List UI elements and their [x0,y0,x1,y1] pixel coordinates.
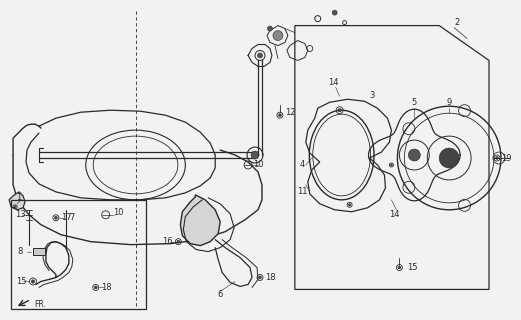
Text: 15: 15 [407,263,418,272]
Circle shape [251,151,259,159]
Circle shape [54,216,57,219]
Text: 8: 8 [17,247,22,256]
Text: 12: 12 [285,108,295,117]
Circle shape [273,31,283,41]
Text: 16: 16 [163,237,173,246]
Circle shape [257,53,263,58]
Text: 9: 9 [446,98,452,107]
Text: 11: 11 [297,188,307,196]
Bar [33,248,45,255]
Text: 18: 18 [101,283,111,292]
Text: 4: 4 [300,160,305,170]
Text: 15: 15 [16,277,27,286]
Text: 1: 1 [16,193,21,202]
Text: 19: 19 [501,154,512,163]
Text: 10: 10 [113,208,123,217]
Circle shape [398,266,401,269]
Circle shape [267,26,272,31]
Circle shape [94,286,97,289]
Circle shape [31,280,35,283]
Text: 2: 2 [454,18,460,27]
Text: FR.: FR. [34,300,46,309]
Text: 6: 6 [217,290,223,299]
Circle shape [338,108,341,112]
Text: 3: 3 [369,91,375,100]
Text: 13: 13 [15,210,26,219]
Circle shape [258,276,262,279]
Circle shape [14,206,16,208]
Circle shape [332,10,337,15]
Circle shape [408,149,420,161]
Text: 14: 14 [328,78,338,87]
Text: 5: 5 [412,98,417,107]
Circle shape [495,156,499,159]
Polygon shape [9,192,25,210]
Text: 10: 10 [253,160,264,170]
Circle shape [177,240,180,243]
Text: 7: 7 [69,213,74,222]
Text: 14: 14 [389,210,400,219]
Polygon shape [180,195,220,246]
Circle shape [278,114,281,117]
Circle shape [390,164,392,166]
Circle shape [439,148,459,168]
Bar [11,200,145,309]
Text: 18: 18 [265,273,276,282]
Circle shape [349,204,351,206]
Text: 17: 17 [61,213,71,222]
